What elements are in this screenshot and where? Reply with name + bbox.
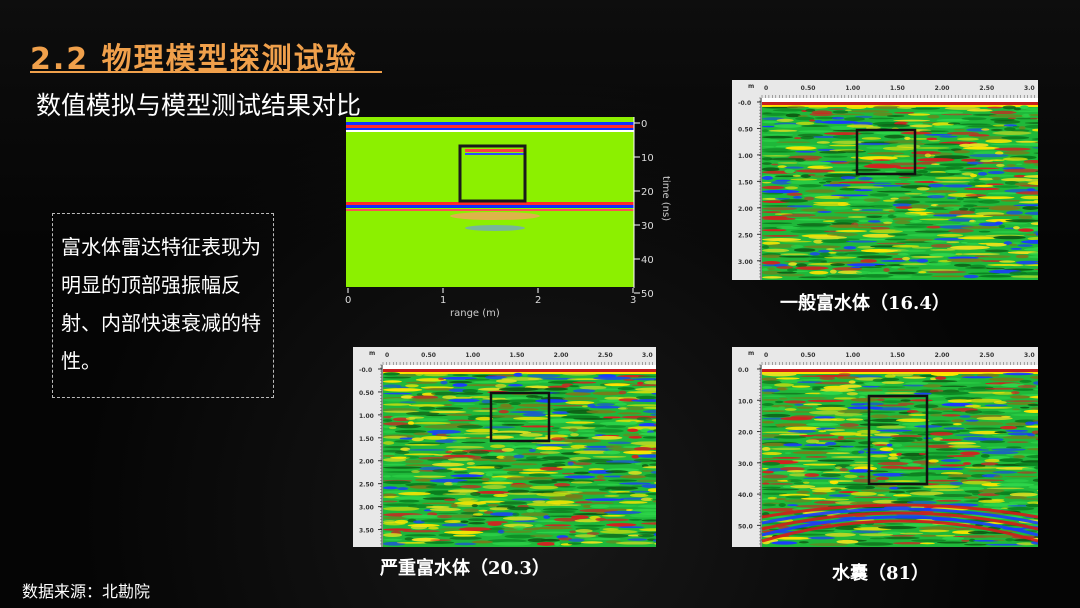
top-tick-label: 3.0 xyxy=(1024,352,1035,359)
simulation-y-label: time (ns) xyxy=(660,176,671,221)
simulation-x-label: range (m) xyxy=(450,308,500,319)
depth-tick-label: 2.50 xyxy=(738,232,753,239)
unit-label: m xyxy=(748,83,754,90)
depth-tick-label: 0.50 xyxy=(359,390,374,397)
simulation-y-ticks: 0 10 20 30 40 50 xyxy=(634,119,654,300)
depth-tick-label: 1.50 xyxy=(738,179,753,186)
simulation-x-ticks: 0 1 2 3 xyxy=(345,288,636,306)
target-box xyxy=(489,391,551,443)
top-tick-label: 0 xyxy=(764,352,768,359)
depth-tick-label: 40.0 xyxy=(738,492,753,499)
sim-y-tick-label: 10 xyxy=(641,153,654,164)
depth-tick-label: 0.0 xyxy=(738,367,749,374)
top-tick-label: 0.50 xyxy=(801,352,816,359)
top-tick-label: 1.50 xyxy=(890,352,905,359)
top-tick-label: 2.00 xyxy=(935,85,950,92)
description-text: 富水体雷达特征表现为明显的顶部强振幅反射、内部快速衰减的特性。 xyxy=(61,235,261,373)
description-box: 富水体雷达特征表现为明显的顶部强振幅反射、内部快速衰减的特性。 xyxy=(52,213,274,398)
sim-y-tick-label: 0 xyxy=(641,119,647,130)
top-tick-label: 3.0 xyxy=(1024,85,1035,92)
depth-tick-label: 0.50 xyxy=(738,126,753,133)
top-tick-label: 2.00 xyxy=(554,352,569,359)
top-tick-label: 1.00 xyxy=(845,85,860,92)
depth-tick-label: 20.0 xyxy=(738,430,753,437)
depth-tick-label: 3.00 xyxy=(359,505,374,512)
radargram-sac: 0.0 10.0 20.0 30.0 40.0 50.0 0 0.50 1.00 1.50 2.00… xyxy=(732,347,1038,547)
radargram-severe: -0.0 0.50 1.00 1.50 2.00 2.50 3.00 3.50 0 0.50 1.0… xyxy=(353,347,656,547)
depth-tick-label: 3.50 xyxy=(359,528,374,535)
radargram-general: -0.0 0.50 1.00 1.50 2.00 2.50 3.00 0 0.50 1.00 1.5… xyxy=(732,80,1038,280)
depth-tick-label: -0.0 xyxy=(359,367,372,374)
sim-y-tick-label: 40 xyxy=(641,255,654,266)
top-tick-label: 2.50 xyxy=(979,85,994,92)
depth-tick-label: 2.00 xyxy=(738,206,753,213)
top-tick-label: 2.00 xyxy=(935,352,950,359)
sim-x-tick-label: 2 xyxy=(535,295,541,306)
sim-y-tick-label: 30 xyxy=(641,221,654,232)
depth-tick-label: 50.0 xyxy=(738,523,753,530)
top-tick-label: 0 xyxy=(764,85,768,92)
unit-label: m xyxy=(748,350,754,357)
depth-tick-label: 1.00 xyxy=(738,153,753,160)
simulation-panel: 0 10 20 30 40 50 0 1 2 3 range (m) time (ns) xyxy=(345,116,685,321)
target-box xyxy=(458,144,527,203)
sim-x-tick-label: 1 xyxy=(440,295,446,306)
depth-tick-label: 2.00 xyxy=(359,459,374,466)
top-tick-label: 1.00 xyxy=(465,352,480,359)
title-underline xyxy=(30,71,382,73)
slide-subtitle: 数值模拟与模型测试结果对比 xyxy=(36,91,362,120)
depth-tick-label: 30.0 xyxy=(738,461,753,468)
top-tick-label: 1.50 xyxy=(890,85,905,92)
simulation-plot: 0 10 20 30 40 50 0 1 2 3 range (m) time (ns) xyxy=(345,117,671,319)
target-box xyxy=(855,128,917,176)
depth-tick-label: 2.50 xyxy=(359,482,374,489)
caption-general: 一般富水体（16.4） xyxy=(780,293,950,314)
depth-tick-label: 3.00 xyxy=(738,259,753,266)
depth-tick-label: -0.0 xyxy=(738,100,751,107)
top-tick-label: 0.50 xyxy=(421,352,436,359)
sim-x-tick-label: 0 xyxy=(345,295,351,306)
depth-tick-label: 10.0 xyxy=(738,398,753,405)
caption-severe: 严重富水体（20.3） xyxy=(380,558,550,579)
top-tick-label: 2.50 xyxy=(598,352,613,359)
depth-tick-label: 1.00 xyxy=(359,413,374,420)
top-tick-label: 1.00 xyxy=(845,352,860,359)
top-tick-label: 2.50 xyxy=(979,352,994,359)
data-source: 数据来源：北勘院 xyxy=(22,582,151,601)
sim-y-tick-label: 50 xyxy=(641,289,654,300)
sim-x-tick-label: 3 xyxy=(630,295,636,306)
top-tick-label: 1.50 xyxy=(510,352,525,359)
sim-y-tick-label: 20 xyxy=(641,187,654,198)
caption-sac: 水囊（81） xyxy=(832,563,930,584)
top-tick-label: 0.50 xyxy=(801,85,816,92)
depth-tick-label: 1.50 xyxy=(359,436,374,443)
unit-label: m xyxy=(369,350,375,357)
top-tick-label: 0 xyxy=(385,352,389,359)
top-tick-label: 3.0 xyxy=(642,352,653,359)
target-box xyxy=(867,394,929,486)
